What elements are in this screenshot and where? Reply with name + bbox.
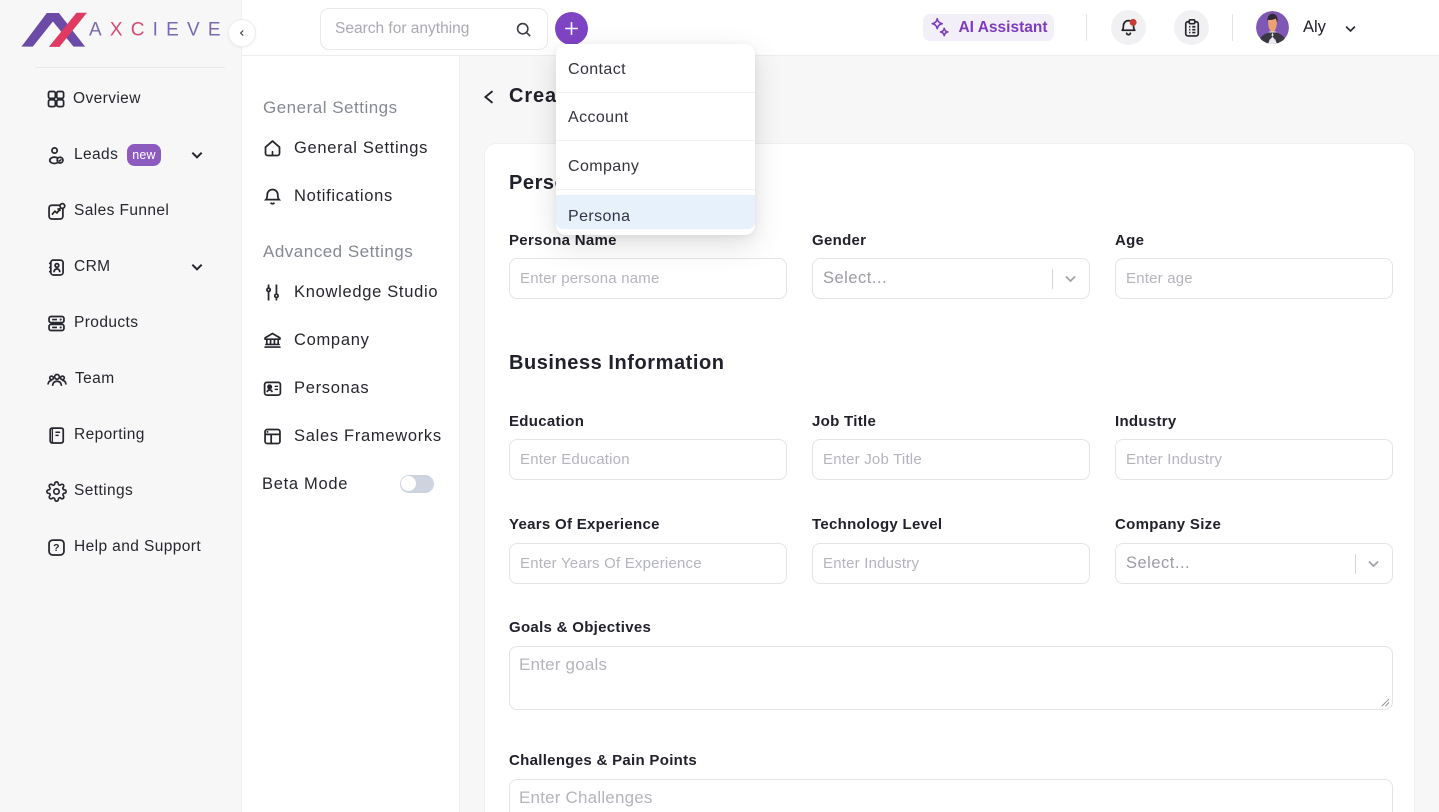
svg-text:AXCIEVE: AXCIEVE xyxy=(89,20,229,41)
svg-text:?: ? xyxy=(53,542,60,554)
